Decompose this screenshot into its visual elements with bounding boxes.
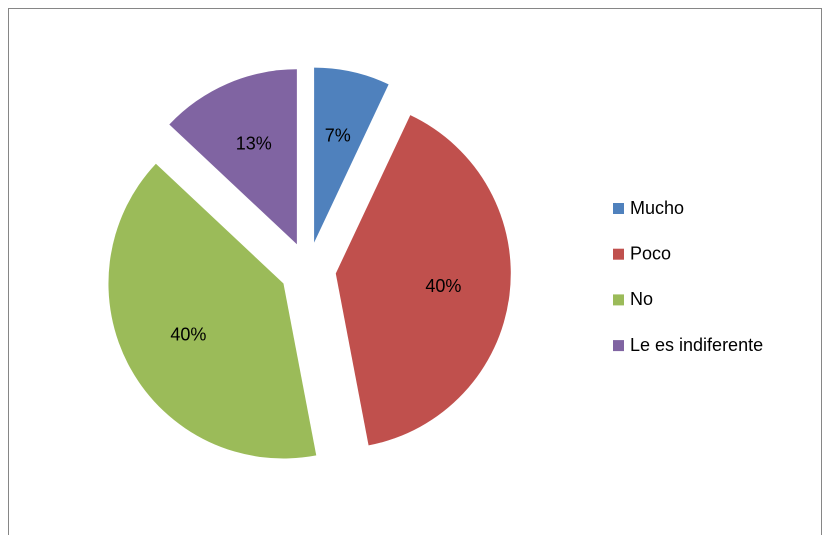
pie-slice <box>314 67 389 243</box>
legend-label: Mucho <box>630 198 684 218</box>
pie-slice <box>108 163 317 459</box>
pie-slice <box>335 115 511 446</box>
data-label: 40% <box>425 276 461 296</box>
data-label: 13% <box>236 133 272 153</box>
legend-label: No <box>630 289 653 309</box>
legend-swatch <box>613 203 624 214</box>
legend-swatch <box>613 294 624 306</box>
legend-swatch <box>613 340 624 352</box>
data-label: 7% <box>325 126 351 146</box>
data-label: 40% <box>170 325 206 345</box>
legend-label: Poco <box>630 243 671 263</box>
legend-label: Le es indiferente <box>630 335 763 355</box>
legend-swatch <box>613 248 624 260</box>
pie-slice <box>169 69 297 245</box>
